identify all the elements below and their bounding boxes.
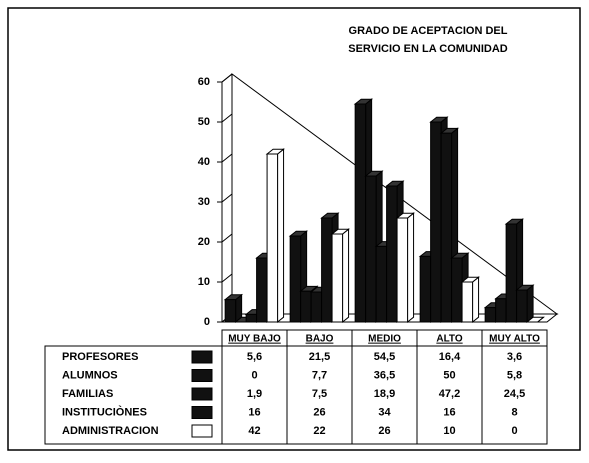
x-tick-label: BAJO (306, 334, 334, 345)
legend-swatch (191, 387, 213, 401)
legend-label: INSTITUCIÒNES (62, 405, 147, 418)
table-value: 10 (443, 425, 455, 437)
wall-line (221, 193, 233, 203)
bar-side (277, 148, 285, 324)
table-value: 54,5 (374, 351, 395, 363)
table-value: 16 (443, 406, 455, 418)
bar (354, 103, 367, 323)
table-value: 0 (511, 425, 517, 437)
bar-top (525, 316, 545, 323)
bar (516, 289, 528, 323)
table-value: 1,9 (247, 388, 262, 400)
bar (256, 257, 268, 323)
bar (430, 121, 442, 323)
table-value: 21,5 (309, 351, 330, 363)
bar-side (472, 276, 480, 324)
table-value: 22 (313, 425, 325, 437)
x-tick-label: MEDIO (368, 334, 401, 345)
bar (419, 255, 432, 323)
y-tick-label: 50 (198, 116, 210, 128)
wall-line (221, 233, 233, 243)
table-value: 7,5 (312, 388, 327, 400)
table-value: 0 (251, 369, 257, 381)
table-value: 3,6 (507, 351, 522, 363)
bar-side (407, 212, 415, 324)
bar (321, 217, 333, 323)
legend-label: FAMILIAS (62, 388, 113, 400)
bar (289, 235, 302, 323)
y-tick-label: 60 (198, 76, 210, 88)
bar (386, 185, 398, 323)
table-value: 18,9 (374, 388, 395, 400)
bar (365, 175, 377, 323)
y-tick-label: 30 (198, 196, 210, 208)
table-value: 5,8 (507, 369, 522, 381)
legend-swatch (191, 350, 213, 364)
bar (484, 307, 497, 323)
y-tick-label: 0 (204, 316, 210, 328)
bar (495, 298, 507, 323)
table-value: 7,7 (312, 369, 327, 381)
table-value: 8 (511, 406, 517, 418)
bar (451, 257, 463, 323)
frame (7, 7, 581, 451)
y-tick-label: 10 (198, 276, 210, 288)
wall-line (221, 113, 233, 123)
table-value: 26 (313, 406, 325, 418)
bar-side (342, 228, 350, 324)
wall-line (221, 273, 233, 283)
chart-title: GRADO DE ACEPTACION DEL (349, 25, 508, 37)
table-value: 42 (248, 425, 260, 437)
x-tick-label: MUY ALTO (489, 334, 540, 345)
table-value: 26 (378, 425, 390, 437)
bar (375, 245, 388, 323)
x-tick-label: MUY BAJO (228, 334, 281, 345)
table-value: 34 (378, 406, 391, 418)
bar-side (526, 284, 534, 324)
bar (300, 290, 312, 323)
table-value: 47,2 (439, 388, 460, 400)
y-tick-label: 20 (198, 236, 210, 248)
table-value: 5,6 (247, 351, 262, 363)
bar (245, 313, 258, 323)
table-value: 16 (248, 406, 260, 418)
legend-swatch (191, 424, 213, 438)
bar (461, 281, 474, 323)
wall-line (221, 153, 233, 163)
bar (396, 217, 409, 323)
legend-swatch (191, 369, 213, 382)
table-value: 50 (443, 369, 455, 381)
table-value: 16,4 (439, 351, 461, 363)
bar (224, 299, 237, 323)
table-body (44, 345, 548, 445)
legend-label: PROFESORES (62, 351, 138, 363)
bar (310, 291, 323, 323)
legend-label: ADMINISTRACION (62, 425, 159, 437)
bar (331, 233, 344, 323)
legend-label: ALUMNOS (62, 369, 118, 381)
legend-swatch (191, 406, 213, 419)
wall-line (221, 73, 233, 83)
table-value: 36,5 (374, 369, 395, 381)
bar (505, 223, 518, 323)
table-value: 24,5 (504, 388, 525, 400)
x-tick-label: ALTO (436, 334, 463, 345)
chart-subtitle: SERVICIO EN LA COMUNIDAD (348, 43, 508, 55)
y-tick-label: 40 (198, 156, 210, 168)
bar (266, 153, 279, 323)
bar (440, 132, 453, 323)
